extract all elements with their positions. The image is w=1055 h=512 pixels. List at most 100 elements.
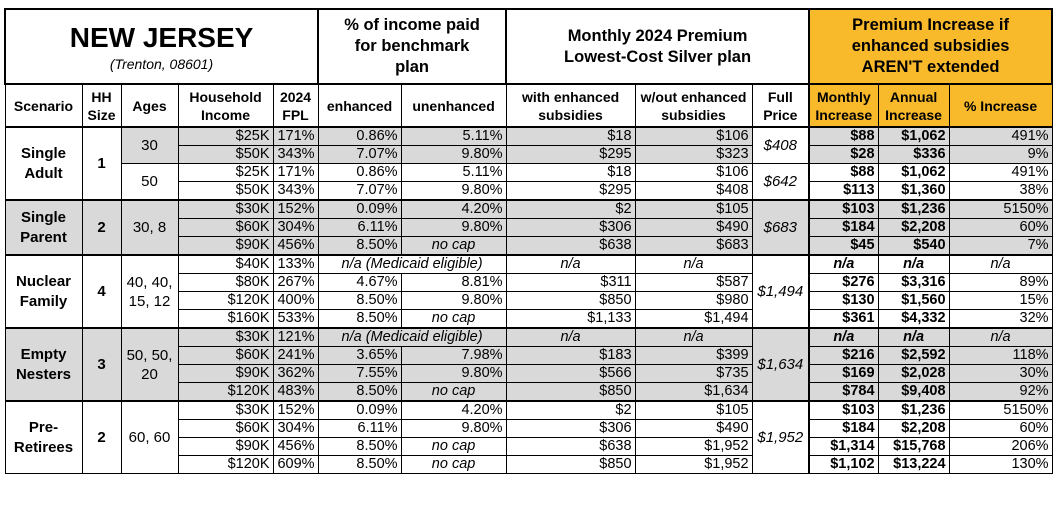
table-row: $90K 456% 8.50% no cap $638 $1,952 $1,314 $15,7…	[5, 437, 1053, 456]
enhanced-pct-cell: 8.50%	[317, 291, 402, 310]
col-full-price: Full Price	[751, 83, 810, 128]
state-title: NEW JERSEY	[69, 21, 254, 53]
pct-increase-cell: 130%	[948, 455, 1053, 474]
without-subsidies-cell: $323	[634, 145, 753, 164]
fpl-cell: 343%	[272, 145, 319, 164]
scenario-cell: Single Parent	[4, 199, 83, 256]
without-subsidies-cell: $980	[634, 291, 753, 310]
with-subsidies-cell: $566	[505, 364, 636, 383]
premium-group-header: Monthly 2024 Premium Lowest-Cost Silver …	[505, 8, 811, 85]
enhanced-pct-cell: 8.50%	[317, 236, 402, 256]
pct-increase-cell: 60%	[948, 419, 1053, 438]
income-cell: $160K	[177, 309, 274, 329]
annual-increase-cell: $13,224	[877, 455, 950, 474]
without-subsidies-cell: $735	[634, 364, 753, 383]
table-row: $160K 533% 8.50% no cap $1,133 $1,494 $361 $4,3…	[5, 309, 1053, 329]
monthly-increase-cell: $784	[808, 382, 879, 402]
with-subsidies-cell: $306	[505, 419, 636, 438]
fpl-cell: 304%	[272, 218, 319, 237]
monthly-increase-cell: $169	[808, 364, 879, 383]
with-subsidies-cell: $295	[505, 145, 636, 164]
fpl-cell: 171%	[272, 126, 319, 146]
enhanced-pct-cell: 0.09%	[317, 199, 402, 219]
pct-increase-cell: 38%	[948, 181, 1053, 201]
annual-increase-cell: n/a	[877, 254, 950, 274]
annual-increase-cell: $9,408	[877, 382, 950, 402]
ages-cell: 60, 60	[120, 400, 179, 474]
enhanced-pct-cell: 0.86%	[317, 126, 402, 146]
enhanced-pct-cell: 0.86%	[317, 163, 402, 182]
monthly-increase-cell: $1,314	[808, 437, 879, 456]
pct-increase-cell: 5150%	[948, 400, 1053, 420]
table-row: Single Adult 1 30 $25K 171% 0.86% 5.11% $18 $106…	[4, 126, 1053, 201]
ages-cell: 50, 50, 20	[120, 327, 179, 402]
pct-increase-cell: 5150%	[948, 199, 1053, 219]
increase-group-header: Premium Increase if enhanced subsidies A…	[808, 8, 1054, 85]
income-cell: $80K	[177, 273, 274, 292]
fpl-cell: 343%	[272, 181, 319, 201]
enhanced-pct-cell: 8.50%	[317, 382, 402, 402]
unenhanced-pct-cell: no cap	[400, 382, 507, 402]
table-row: $60K 304% 6.11% 9.80% $306 $490 $184 $2,208 60%	[5, 218, 1053, 237]
col-pct-increase: % Increase	[948, 83, 1053, 128]
monthly-increase-cell: n/a	[808, 254, 879, 274]
ages-cell: 30	[120, 126, 179, 164]
monthly-increase-cell: $88	[808, 126, 879, 146]
unenhanced-pct-cell: no cap	[400, 236, 507, 256]
col-enhanced: enhanced	[317, 83, 402, 128]
unenhanced-pct-cell: 4.20%	[400, 199, 507, 219]
income-cell: $40K	[177, 254, 274, 274]
with-subsidies-cell: $638	[505, 437, 636, 456]
pct-income-group-header: % of income paid for benchmark plan	[317, 8, 508, 85]
enhanced-pct-cell: 8.50%	[317, 437, 402, 456]
pct-increase-cell: 60%	[948, 218, 1053, 237]
scenario-cell: Single Adult	[4, 126, 83, 201]
without-subsidies-cell: $408	[634, 181, 753, 201]
unenhanced-pct-cell: 9.80%	[400, 181, 507, 201]
header-group-row: NEW JERSEY (Trenton, 08601) % of income …	[3, 8, 1054, 85]
full-price-cell: $683	[751, 199, 810, 256]
table-row: 50 $25K 171% 0.86% 5.11% $18 $106 $642 $88 $1,062…	[5, 163, 1053, 201]
without-subsidies-cell: $1,952	[634, 455, 753, 474]
income-cell: $90K	[177, 236, 274, 256]
monthly-increase-cell: $216	[808, 346, 879, 365]
income-cell: $60K	[177, 346, 274, 365]
unenhanced-pct-cell: 9.80%	[400, 145, 507, 164]
annual-increase-cell: $1,062	[877, 163, 950, 182]
col-scenario: Scenario	[4, 83, 83, 128]
without-subsidies-cell: $105	[634, 199, 753, 219]
pct-increase-cell: 15%	[948, 291, 1053, 310]
annual-increase-cell: n/a	[877, 327, 950, 347]
with-subsidies-cell: $850	[505, 455, 636, 474]
unenhanced-pct-cell: 9.80%	[400, 291, 507, 310]
col-fpl: 2024 FPL	[272, 83, 319, 128]
monthly-increase-cell: $103	[808, 199, 879, 219]
income-cell: $50K	[177, 181, 274, 201]
fpl-cell: 241%	[272, 346, 319, 365]
pct-increase-cell: 92%	[948, 382, 1053, 402]
fpl-cell: 609%	[272, 455, 319, 474]
hh-size-cell: 1	[81, 126, 122, 201]
scenario-cell: Nuclear Family	[4, 254, 83, 329]
income-cell: $90K	[177, 364, 274, 383]
without-subsidies-cell: $1,494	[634, 309, 753, 329]
pct-increase-cell: 9%	[948, 145, 1053, 164]
medicaid-note-cell: n/a (Medicaid eligible)	[317, 254, 507, 274]
income-cell: $120K	[177, 455, 274, 474]
full-price-cell: $642	[751, 163, 810, 201]
annual-increase-cell: $2,028	[877, 364, 950, 383]
annual-increase-cell: $1,062	[877, 126, 950, 146]
fpl-cell: 362%	[272, 364, 319, 383]
monthly-increase-cell: $184	[808, 218, 879, 237]
with-subsidies-cell: $311	[505, 273, 636, 292]
monthly-increase-cell: $28	[808, 145, 879, 164]
income-cell: $90K	[177, 437, 274, 456]
annual-increase-cell: $540	[877, 236, 950, 256]
unenhanced-pct-cell: 9.80%	[400, 364, 507, 383]
col-with-subsidies: with enhanced subsidies	[505, 83, 636, 128]
col-hh-size: HH Size	[81, 83, 122, 128]
without-subsidies-cell: $105	[634, 400, 753, 420]
premium-table: NEW JERSEY (Trenton, 08601) % of income …	[3, 8, 1054, 474]
without-subsidies-cell: $490	[634, 419, 753, 438]
income-cell: $30K	[177, 199, 274, 219]
